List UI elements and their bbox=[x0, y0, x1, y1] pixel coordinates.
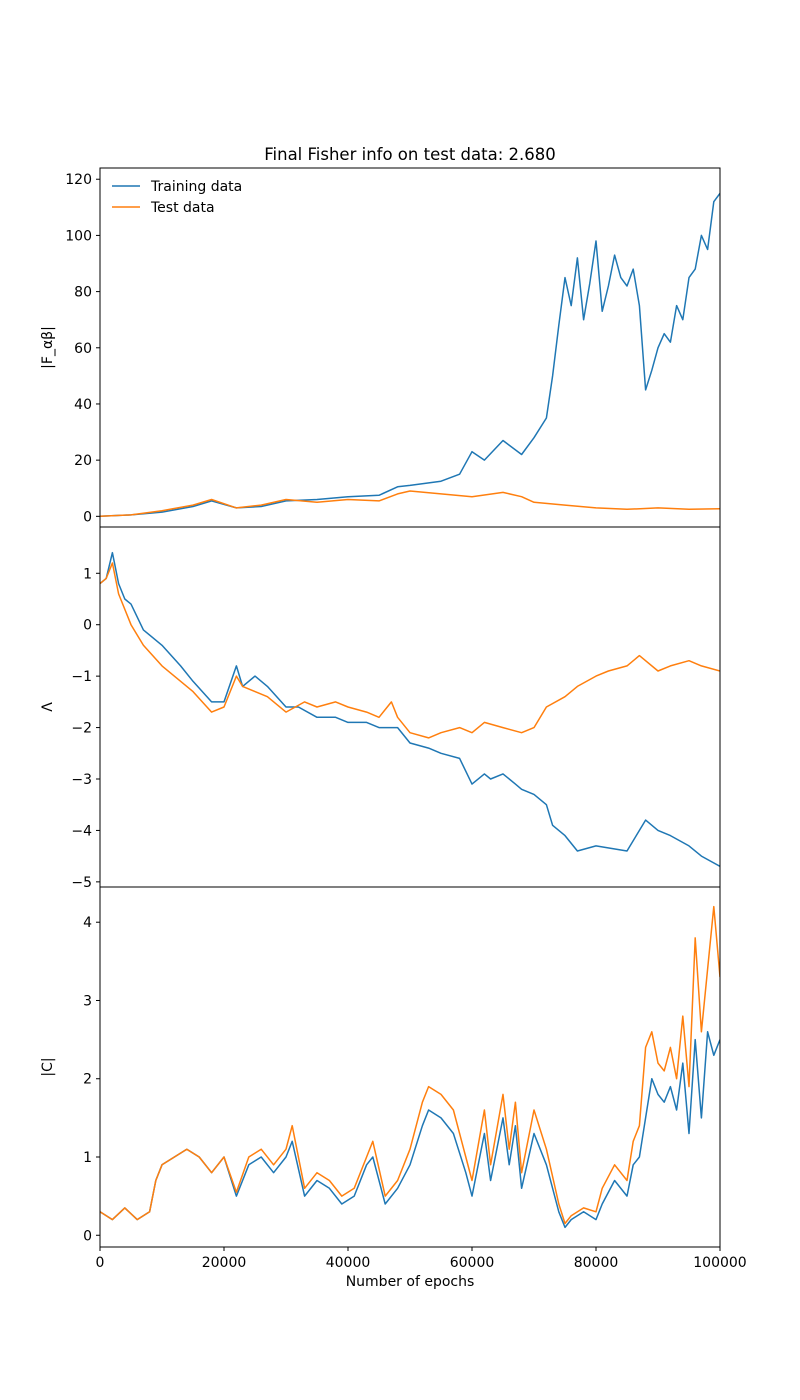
x-tick-label: 20000 bbox=[202, 1255, 247, 1271]
series-line-test bbox=[100, 490, 720, 518]
y-tick-label: 0 bbox=[83, 509, 92, 525]
y-tick-label: 100 bbox=[65, 228, 92, 244]
legend-label: Training data bbox=[150, 179, 242, 195]
subplot-2: −5 −4 −3 −2 −1 0 1 Λ bbox=[40, 526, 721, 891]
y-tick-label: 0 bbox=[83, 618, 92, 634]
y-tick-label: 0 bbox=[83, 1228, 92, 1244]
y-tick-label: 1 bbox=[83, 566, 92, 582]
y-tick-label: −5 bbox=[71, 875, 92, 891]
x-tick-label: 60000 bbox=[450, 1255, 495, 1271]
series-line-training bbox=[100, 192, 720, 518]
axes-frame bbox=[99, 886, 721, 1248]
series-line-training bbox=[100, 1031, 720, 1229]
y-tick-label: 120 bbox=[65, 172, 92, 188]
series-line-test bbox=[100, 562, 720, 739]
legend-label: Test data bbox=[150, 200, 215, 216]
y-tick-label: 1 bbox=[83, 1150, 92, 1166]
y-tick-label: 4 bbox=[83, 915, 92, 931]
y-tick-label: 3 bbox=[83, 993, 92, 1009]
x-tick-label: 40000 bbox=[326, 1255, 371, 1271]
chart-title: Final Fisher info on test data: 2.680 bbox=[264, 145, 556, 164]
subplot-1: 0 20 40 60 80 100 120 |F_αβ| Training data Test d… bbox=[40, 167, 721, 528]
y-tick-label: −3 bbox=[71, 772, 92, 788]
y-tick-label: 80 bbox=[74, 285, 92, 301]
series-line-test bbox=[100, 905, 720, 1225]
y-tick-label: 60 bbox=[74, 341, 92, 357]
y-tick-label: −1 bbox=[71, 669, 92, 685]
axes-frame bbox=[99, 526, 721, 888]
legend: Training data Test data bbox=[112, 179, 242, 216]
y-tick-label: −4 bbox=[71, 823, 92, 839]
y-tick-label: 40 bbox=[74, 397, 92, 413]
y-axis-label: |F_αβ| bbox=[40, 326, 56, 369]
x-tick-label: 0 bbox=[96, 1255, 105, 1271]
y-tick-label: 20 bbox=[74, 453, 92, 469]
y-tick-label: −2 bbox=[71, 721, 92, 737]
subplot-3: 0 1 2 3 4 0 20000 40000 60000 80000 100000 |C| Numbe… bbox=[40, 886, 747, 1290]
y-axis-label: |C| bbox=[40, 1057, 56, 1076]
series-line-training bbox=[100, 551, 720, 868]
y-axis-label: Λ bbox=[40, 702, 56, 712]
x-tick-label: 100000 bbox=[693, 1255, 746, 1271]
axes-frame bbox=[99, 167, 721, 528]
x-axis-label: Number of epochs bbox=[346, 1274, 475, 1290]
x-tick-label: 80000 bbox=[574, 1255, 619, 1271]
y-tick-label: 2 bbox=[83, 1072, 92, 1088]
